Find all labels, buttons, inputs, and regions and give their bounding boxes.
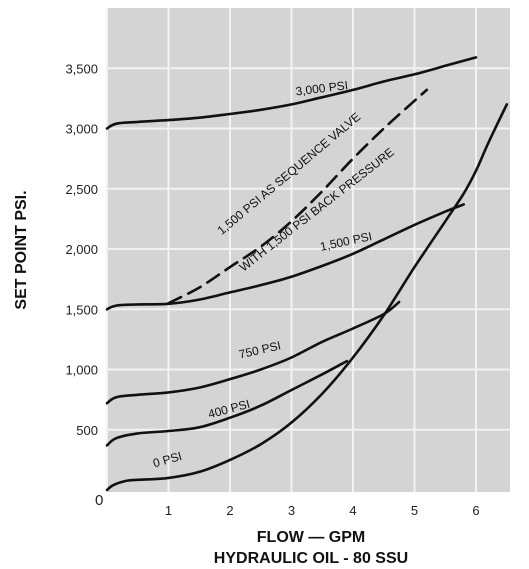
y-tick-label: 3,000 — [65, 122, 98, 137]
y-tick-label: 3,500 — [65, 61, 98, 76]
x-axis-title: FLOW — GPM — [257, 529, 365, 546]
curves — [105, 56, 509, 492]
series-line-1 — [167, 88, 429, 305]
y-tick-label: 1,500 — [65, 302, 98, 317]
y-axis-title: SET POINT PSI. — [13, 190, 30, 309]
y-tick-label: 1,000 — [65, 363, 98, 378]
series-line-3 — [105, 300, 401, 405]
x-tick-label: 4 — [349, 503, 356, 518]
y-tick-label: 500 — [76, 423, 98, 438]
x-tick-label: 1 — [165, 503, 172, 518]
y-tick-label: 2,500 — [65, 182, 98, 197]
series-line-5 — [105, 103, 509, 492]
series-line-4 — [105, 359, 349, 447]
origin-label: 0 — [95, 492, 103, 509]
x-axis-subtitle: HYDRAULIC OIL - 80 SSU — [214, 550, 408, 567]
y-tick-label: 2,000 — [65, 242, 98, 257]
x-tick-label: 5 — [411, 503, 418, 518]
x-tick-label: 2 — [226, 503, 233, 518]
x-tick-label: 3 — [288, 503, 295, 518]
curve-label-0: 3,000 PSI — [295, 78, 349, 98]
tick-labels: 1 2 3 4 5 6 500 1,000 1,500 2,000 2,500 3,000 3,500 — [65, 61, 479, 518]
series-line-2 — [105, 203, 465, 311]
x-tick-label: 6 — [472, 503, 479, 518]
series-line-0 — [105, 56, 478, 130]
